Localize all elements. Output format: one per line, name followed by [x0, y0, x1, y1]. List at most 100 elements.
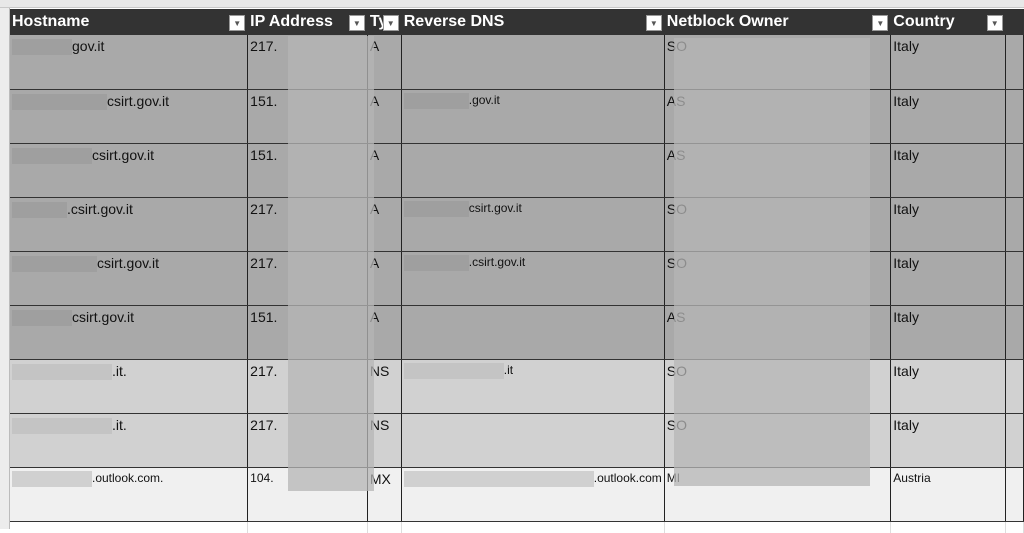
redacted-text	[12, 363, 112, 380]
cell-rdns[interactable]	[401, 305, 665, 360]
column-letter-bar	[0, 0, 1024, 8]
cell-empty[interactable]	[664, 521, 892, 533]
cell-country[interactable]: Italy	[890, 305, 1006, 360]
cell-empty[interactable]	[1005, 413, 1024, 468]
cell-hostname[interactable]: csirt.gov.it	[10, 251, 249, 306]
cell-rdns[interactable]: .outlook.com	[401, 467, 665, 522]
cell-text: .it	[503, 362, 514, 377]
cell-hostname[interactable]: .it.	[10, 413, 249, 468]
filter-dropdown-icon[interactable]: ▼	[872, 15, 889, 31]
row-headers	[0, 8, 10, 529]
cell-text: csirt.gov.it	[72, 308, 134, 325]
column-header-next[interactable]	[1005, 9, 1024, 35]
empty-row[interactable]	[10, 521, 1024, 533]
cell-text: csirt.gov.it	[107, 92, 169, 109]
table-row[interactable]: .outlook.com.104.MX.outlook.comMIAustria	[10, 467, 1024, 522]
cell-rdns[interactable]	[401, 35, 665, 90]
cell-hostname[interactable]: .outlook.com.	[10, 467, 249, 522]
cell-empty[interactable]	[10, 521, 249, 533]
cell-country[interactable]: Italy	[890, 197, 1006, 252]
column-header-netblock-owner[interactable]: Netblock Owner ▼	[664, 9, 892, 35]
filter-dropdown-icon[interactable]: ▼	[645, 15, 662, 31]
cell-text: .it.	[112, 362, 127, 379]
cell-rdns[interactable]	[401, 413, 665, 468]
cell-text: Italy	[893, 38, 919, 54]
redacted-text	[403, 200, 469, 217]
table-row[interactable]: .it.217.NS.itSOItaly	[10, 359, 1024, 414]
cell-empty[interactable]	[1005, 251, 1024, 306]
redacted-text	[403, 470, 594, 487]
cell-empty[interactable]	[247, 521, 368, 533]
filter-dropdown-icon[interactable]: ▼	[229, 15, 246, 31]
redacted-text	[403, 92, 469, 109]
redacted-text	[12, 470, 92, 487]
cell-empty[interactable]	[1005, 197, 1024, 252]
cell-country[interactable]: Italy	[890, 413, 1006, 468]
cell-country[interactable]: Italy	[890, 89, 1006, 144]
cell-text: .csirt.gov.it	[67, 200, 133, 217]
cell-text: Italy	[893, 146, 919, 163]
redacted-ip-block	[288, 36, 374, 491]
cell-text: NS	[369, 362, 390, 379]
cell-hostname[interactable]: .csirt.gov.it	[10, 197, 249, 252]
cell-country[interactable]: Italy	[890, 143, 1006, 198]
cell-hostname[interactable]: csirt.gov.it	[10, 89, 249, 144]
cell-country[interactable]: Italy	[890, 35, 1006, 90]
cell-empty[interactable]	[1005, 143, 1024, 198]
cell-hostname[interactable]: csirt.gov.it	[10, 143, 249, 198]
cell-rdns[interactable]: csirt.gov.it	[401, 197, 665, 252]
cell-text: .it.	[112, 416, 127, 433]
table-row[interactable]: .it.217.NSSOItaly	[10, 413, 1024, 468]
cell-text: 104.	[250, 470, 274, 485]
cell-hostname[interactable]: csirt.gov.it	[10, 305, 249, 360]
cell-text: .gov.it	[468, 92, 500, 107]
cell-text: 217.	[250, 254, 278, 271]
cell-empty[interactable]	[1005, 467, 1024, 522]
cell-text: Italy	[893, 308, 919, 325]
cell-hostname[interactable]: gov.it	[10, 35, 249, 90]
filter-dropdown-icon[interactable]: ▼	[986, 15, 1003, 31]
cell-country[interactable]: Austria	[890, 467, 1006, 522]
cell-country[interactable]: Italy	[890, 359, 1006, 414]
cell-text: csirt.gov.it	[92, 146, 154, 163]
cell-rdns[interactable]: .gov.it	[401, 89, 665, 144]
cell-text: A	[369, 38, 380, 54]
dns-records-table: Hostname ▼ IP Address ▼ Ty ▼ Reverse DNS ▼ Netbl…	[10, 9, 1024, 533]
redacted-text	[403, 254, 469, 271]
cell-empty[interactable]	[1005, 305, 1024, 360]
cell-empty[interactable]	[1005, 359, 1024, 414]
column-header-hostname[interactable]: Hostname ▼	[10, 9, 249, 35]
cell-text: 151.	[250, 92, 278, 109]
redacted-text	[403, 362, 504, 379]
cell-text: MX	[369, 470, 391, 487]
cell-empty[interactable]	[890, 521, 1006, 533]
cell-hostname[interactable]: .it.	[10, 359, 249, 414]
cell-empty[interactable]	[367, 521, 402, 533]
cell-text: csirt.gov.it	[97, 254, 159, 271]
filter-dropdown-icon[interactable]: ▼	[348, 15, 365, 31]
column-header-reverse-dns[interactable]: Reverse DNS ▼	[401, 9, 665, 35]
cell-empty[interactable]	[1005, 521, 1024, 533]
filter-dropdown-icon[interactable]: ▼	[382, 15, 399, 31]
cell-rdns[interactable]	[401, 143, 665, 198]
column-header-country[interactable]: Country ▼	[890, 9, 1006, 35]
cell-rdns[interactable]: .it	[401, 359, 665, 414]
cell-empty[interactable]	[1005, 89, 1024, 144]
cell-empty[interactable]	[401, 521, 665, 533]
cell-text: 217.	[250, 38, 278, 54]
column-header-ty[interactable]: Ty ▼	[367, 9, 402, 35]
cell-text: .outlook.com	[593, 470, 662, 485]
cell-text: 217.	[250, 362, 278, 379]
column-header-ip-address[interactable]: IP Address ▼	[247, 9, 368, 35]
column-header-label: Country	[893, 13, 955, 30]
cell-empty[interactable]	[1005, 35, 1024, 90]
cell-country[interactable]: Italy	[890, 251, 1006, 306]
cell-rdns[interactable]: .csirt.gov.it	[401, 251, 665, 306]
redacted-text	[12, 39, 72, 56]
